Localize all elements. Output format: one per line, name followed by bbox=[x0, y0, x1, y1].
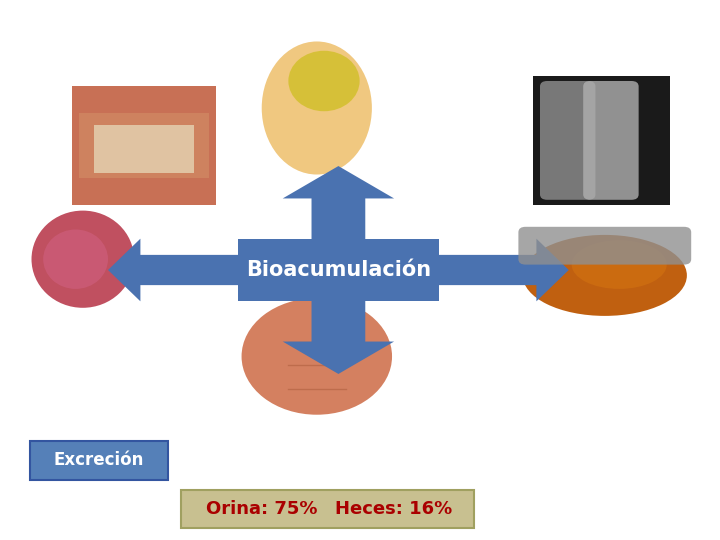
Ellipse shape bbox=[32, 211, 134, 308]
FancyBboxPatch shape bbox=[94, 125, 194, 173]
Ellipse shape bbox=[43, 230, 108, 289]
FancyBboxPatch shape bbox=[583, 81, 639, 200]
Text: Orina: 75%: Orina: 75% bbox=[206, 500, 317, 518]
Ellipse shape bbox=[572, 240, 667, 289]
Ellipse shape bbox=[288, 51, 359, 111]
Polygon shape bbox=[108, 239, 569, 301]
FancyBboxPatch shape bbox=[181, 490, 474, 528]
Text: Bioacumulación: Bioacumulación bbox=[246, 260, 431, 280]
FancyBboxPatch shape bbox=[518, 227, 691, 265]
Polygon shape bbox=[283, 166, 394, 374]
FancyBboxPatch shape bbox=[79, 113, 209, 178]
FancyBboxPatch shape bbox=[30, 441, 168, 480]
FancyBboxPatch shape bbox=[72, 86, 216, 205]
Text: Excreción: Excreción bbox=[54, 451, 144, 469]
Ellipse shape bbox=[241, 298, 392, 415]
FancyBboxPatch shape bbox=[533, 76, 670, 205]
FancyBboxPatch shape bbox=[238, 239, 439, 301]
FancyBboxPatch shape bbox=[540, 81, 595, 200]
Ellipse shape bbox=[262, 42, 372, 174]
Text: Heces: 16%: Heces: 16% bbox=[336, 500, 452, 518]
Ellipse shape bbox=[523, 235, 687, 316]
